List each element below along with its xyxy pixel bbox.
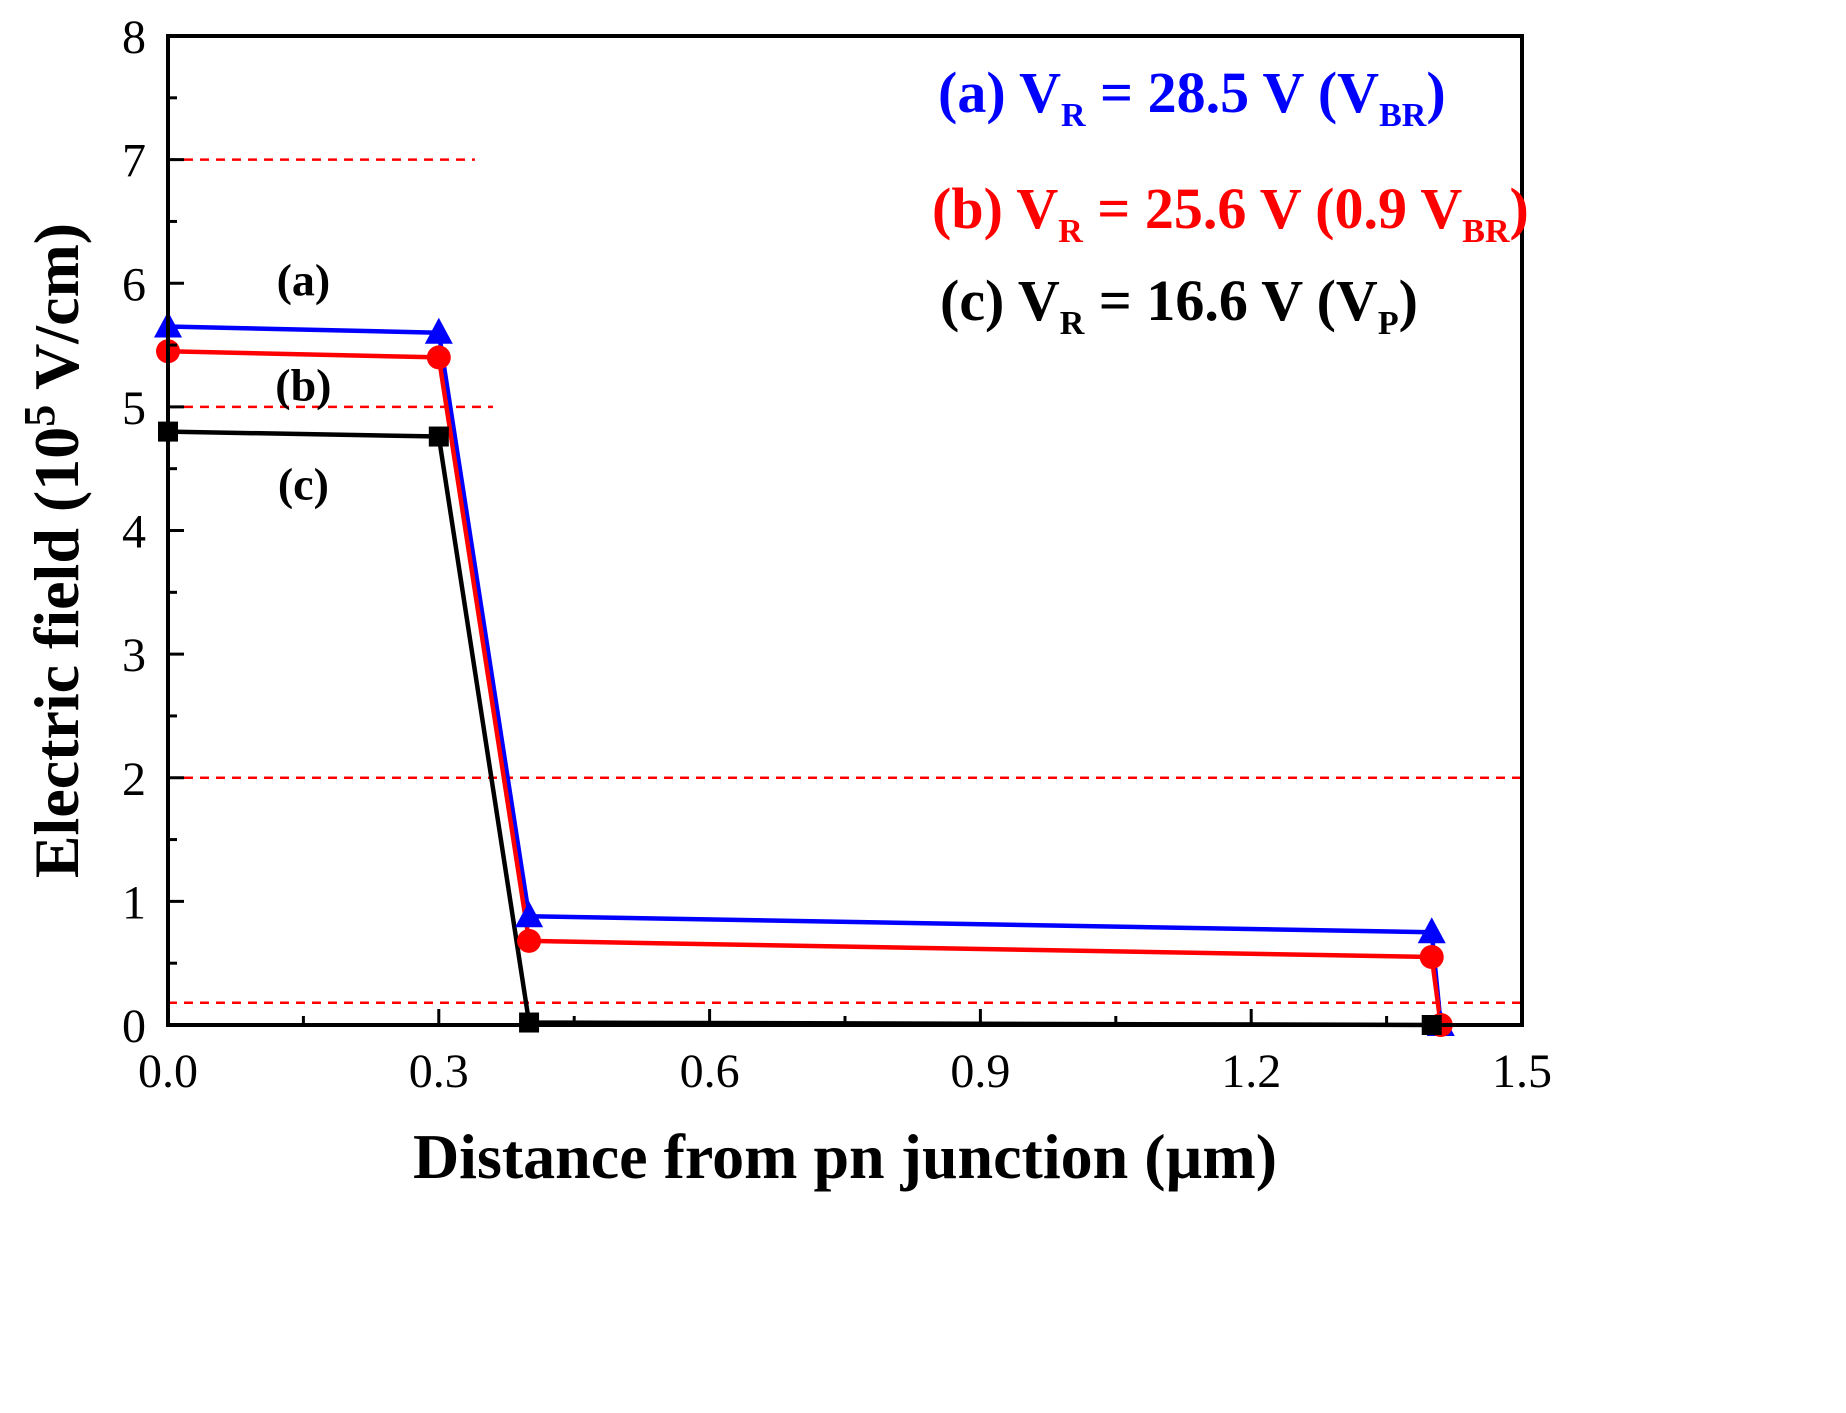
data-point (519, 1012, 540, 1033)
y-axis-title-superscript: 5 (15, 405, 64, 427)
data-point (424, 317, 453, 344)
data-point (515, 901, 544, 928)
y-tick-label: 0 (122, 1000, 146, 1053)
y-tick-label: 5 (122, 382, 146, 435)
legend-subscript: R (1058, 213, 1083, 250)
y-tick-label: 8 (122, 11, 146, 64)
y-tick-label: 4 (122, 506, 146, 559)
series-tags: (a) (b) (c) (275, 255, 331, 510)
legend-text-part: (c) V (940, 268, 1060, 333)
y-tick-label: 1 (122, 876, 146, 929)
data-point (1419, 945, 1444, 970)
series-tag-2: (b) (275, 360, 331, 411)
series-tag-3: (c) (278, 459, 329, 510)
y-axis-title-end: V/cm) (21, 223, 92, 405)
x-tick-label: 1.5 (1492, 1045, 1552, 1098)
x-tick-label: 0.0 (138, 1045, 198, 1098)
y-tick-label: 7 (122, 135, 146, 188)
legend-text-part: (a) V (938, 60, 1061, 125)
reference-lines (168, 158, 1522, 1004)
x-tick-label: 0.6 (680, 1045, 740, 1098)
y-axis-ticks: 0 1 2 3 4 5 6 7 8 (122, 11, 184, 1053)
legend-entry-3: (c) VR = 16.6 V (VP) (940, 268, 1418, 342)
legend-text-part: (b) V (932, 176, 1058, 241)
legend-text-part: ) (1426, 60, 1445, 125)
legend-subscript: R (1060, 305, 1085, 342)
y-tick-label: 6 (122, 258, 146, 311)
legend: (a) VR = 28.5 V (VBR)(b) VR = 25.6 V (0.… (932, 60, 1529, 342)
y-tick-label: 2 (122, 753, 146, 806)
data-point (428, 426, 449, 447)
legend-subscript: P (1378, 305, 1399, 342)
y-tick-label: 3 (122, 629, 146, 682)
x-axis-title: Distance from pn junction (µm) (413, 1121, 1277, 1192)
legend-text-part: = 16.6 V (V (1084, 268, 1378, 333)
x-tick-label: 0.9 (950, 1045, 1010, 1098)
data-point (426, 345, 451, 370)
legend-text-part: ) (1399, 268, 1418, 333)
legend-text-part: ) (1510, 176, 1529, 241)
data-point (1417, 917, 1446, 944)
x-axis-ticks: 0.0 0.3 0.6 0.9 1.2 1.5 (138, 1009, 1552, 1098)
legend-text-part: = 28.5 V (V (1086, 60, 1380, 125)
legend-entry-1: (a) VR = 28.5 V (VBR) (938, 60, 1446, 134)
y-axis-title-main: Electric field (10 (21, 427, 92, 878)
legend-entry-2: (b) VR = 25.6 V (0.9 VBR) (932, 176, 1529, 250)
legend-subscript: BR (1379, 97, 1427, 134)
legend-subscript: BR (1462, 213, 1510, 250)
legend-subscript: R (1061, 97, 1086, 134)
x-tick-label: 1.2 (1221, 1045, 1281, 1098)
data-point (517, 928, 542, 953)
x-tick-label: 0.3 (409, 1045, 469, 1098)
series-tag-1: (a) (277, 255, 331, 306)
legend-text-part: = 25.6 V (0.9 V (1083, 176, 1463, 241)
y-axis-title: Electric field (105 V/cm) (15, 223, 93, 878)
